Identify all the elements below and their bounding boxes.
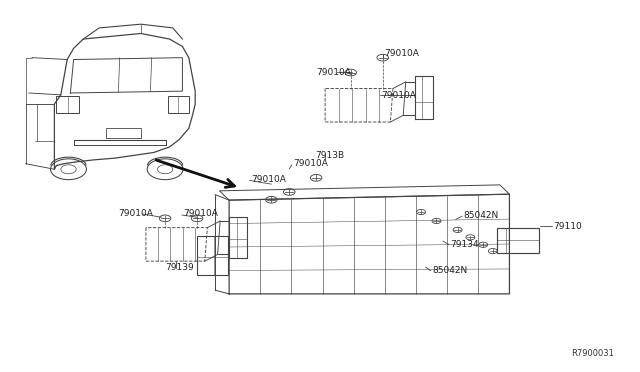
Text: 79010A: 79010A (251, 175, 285, 184)
Text: 79010A: 79010A (293, 159, 328, 168)
Bar (106, 128, 141, 138)
Text: 79010A: 79010A (384, 49, 419, 58)
Bar (197, 236, 228, 275)
Text: 79139: 79139 (165, 263, 194, 272)
Text: 85042N: 85042N (463, 211, 499, 219)
Text: 79010A: 79010A (183, 209, 218, 218)
Text: 7913B: 7913B (315, 151, 344, 160)
Bar (168, 96, 189, 113)
Text: 85042N: 85042N (432, 266, 467, 275)
Text: 79134: 79134 (451, 240, 479, 249)
Text: 79110: 79110 (554, 222, 582, 231)
Text: R7900031: R7900031 (572, 349, 614, 358)
Text: 79010A: 79010A (381, 91, 416, 100)
Text: 79010A: 79010A (316, 68, 351, 77)
Text: 79010A: 79010A (118, 209, 153, 218)
Bar (56, 96, 79, 113)
Bar (497, 228, 539, 253)
